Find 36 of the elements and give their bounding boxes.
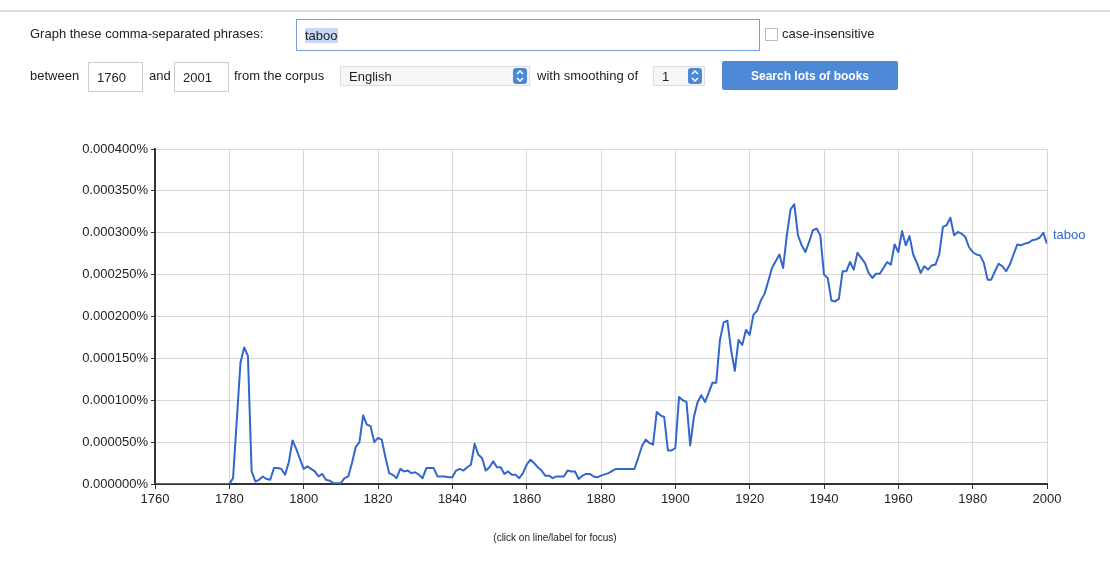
- text: Search lots of books: [722, 61, 898, 90]
- y-tick-label: 0.000000%: [82, 475, 149, 491]
- text: 1: [662, 68, 670, 84]
- x-tick-label: 1840: [437, 491, 467, 507]
- y-tick-label: 0.000050%: [82, 433, 149, 449]
- x-tick-label: 1780: [214, 491, 244, 507]
- text: and: [149, 68, 171, 83]
- text: from the corpus: [234, 68, 325, 83]
- y-tick-label: 0.000150%: [82, 349, 149, 365]
- text: with smoothing of: [537, 68, 639, 83]
- x-tick-label: 1820: [363, 491, 393, 507]
- text: taboo: [305, 27, 338, 43]
- text: case-insensitive: [782, 26, 875, 41]
- y-tick-label: 0.000350%: [82, 182, 149, 198]
- series-label: taboo: [1053, 227, 1086, 243]
- x-tick-label: 1920: [735, 491, 765, 507]
- x-tick-label: 1960: [883, 491, 913, 507]
- x-tick-label: 1860: [512, 491, 542, 507]
- x-tick-label: 1760: [140, 491, 170, 507]
- x-tick-label: 2000: [1032, 491, 1062, 507]
- text: English: [349, 68, 392, 84]
- text: between: [30, 68, 80, 83]
- text: 1760: [97, 69, 126, 85]
- y-tick-label: 0.000100%: [82, 391, 149, 407]
- x-tick-label: 1980: [958, 491, 988, 507]
- x-tick-label: 1880: [586, 491, 616, 507]
- x-tick-label: 1900: [660, 491, 690, 507]
- y-tick-label: 0.000200%: [82, 308, 149, 324]
- x-tick-label: 1940: [809, 491, 839, 507]
- y-tick-label: 0.000250%: [82, 266, 149, 282]
- text: 2001: [183, 69, 212, 85]
- y-tick-label: 0.000400%: [82, 140, 149, 156]
- x-tick-label: 1800: [289, 491, 319, 507]
- y-tick-label: 0.000300%: [82, 224, 149, 240]
- text: Graph these comma-separated phrases:: [30, 26, 264, 41]
- text: (click on line/label for focus): [492, 532, 618, 543]
